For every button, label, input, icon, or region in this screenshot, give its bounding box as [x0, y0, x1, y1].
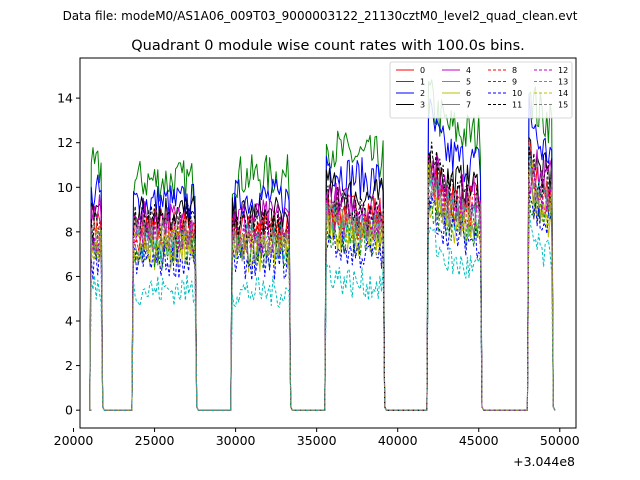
- y-tick-label: 12: [57, 135, 73, 150]
- plot-frame: [79, 57, 577, 429]
- legend-label-9: 9: [512, 78, 517, 87]
- x-tick-label: 30000: [216, 433, 256, 448]
- legend-label-8: 8: [512, 66, 517, 75]
- y-tick-label: 4: [65, 314, 73, 329]
- legend-label-10: 10: [512, 89, 522, 98]
- y-tick-label: 14: [57, 91, 73, 106]
- axis-layer: 20000 25000 30000 35000 40000 45000 50000 0 2 4 6 8…: [54, 91, 580, 448]
- legend-label-13: 13: [558, 78, 568, 87]
- legend-label-0: 0: [420, 66, 425, 75]
- legend-label-15: 15: [558, 101, 568, 110]
- series-line-15: [89, 156, 556, 411]
- legend-label-1: 1: [420, 78, 425, 87]
- x-tick-label: 35000: [297, 433, 337, 448]
- legend-label-5: 5: [466, 78, 471, 87]
- data-file-label: Data file: modeM0/AS1A06_009T03_90000031…: [63, 9, 578, 23]
- y-tick-label: 2: [65, 358, 73, 373]
- x-tick-label: 25000: [135, 433, 175, 448]
- legend-label-3: 3: [420, 101, 425, 110]
- y-tick-label: 0: [65, 403, 73, 418]
- x-tick-label: 45000: [459, 433, 499, 448]
- legend-label-12: 12: [558, 66, 568, 75]
- y-tick-label: 6: [65, 269, 73, 284]
- legend-label-14: 14: [558, 89, 568, 98]
- x-tick-label: 20000: [54, 433, 94, 448]
- x-offset-label: +3.044e8: [513, 454, 575, 469]
- legend-label-2: 2: [420, 89, 425, 98]
- legend-label-6: 6: [466, 89, 471, 98]
- y-tick-label: 10: [57, 180, 73, 195]
- chart-title: Quadrant 0 module wise count rates with …: [131, 38, 525, 54]
- legend-label-7: 7: [466, 101, 471, 110]
- series-line-13: [89, 205, 556, 411]
- y-tick-label: 8: [65, 224, 73, 239]
- x-tick-label: 40000: [378, 433, 418, 448]
- series-layer: [89, 79, 556, 411]
- legend-label-11: 11: [512, 101, 522, 110]
- legend-label-4: 4: [466, 66, 471, 75]
- x-tick-label: 50000: [540, 433, 580, 448]
- legend-box: [389, 61, 573, 119]
